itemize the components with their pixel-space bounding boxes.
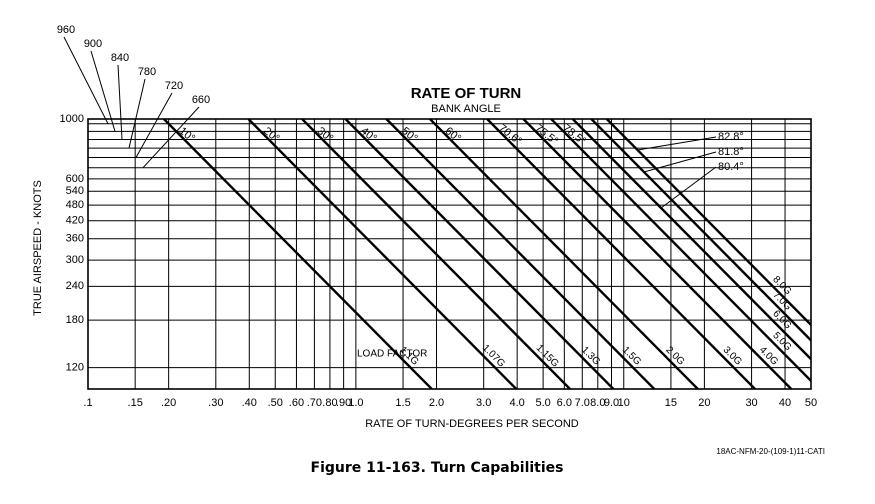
y-tick-label: 240 bbox=[66, 280, 84, 292]
x-tick-label: 3.0 bbox=[476, 397, 491, 409]
x-tick-label: 1.5 bbox=[395, 397, 410, 409]
x-tick-label: .90 bbox=[336, 397, 351, 409]
x-tick-label: 10 bbox=[618, 397, 630, 409]
load-factor-note: LOAD FACTOR bbox=[357, 349, 427, 360]
y-tick-label: 660 bbox=[192, 94, 210, 106]
x-tick-label: 6.0 bbox=[557, 397, 572, 409]
x-tick-label: .15 bbox=[128, 397, 143, 409]
chart-subtitle: BANK ANGLE bbox=[431, 103, 501, 115]
x-tick-label: .60 bbox=[289, 397, 304, 409]
x-tick-label: 30 bbox=[745, 397, 757, 409]
bank-angle-line bbox=[247, 119, 518, 389]
bank-angle-label: 82.8° bbox=[718, 131, 744, 143]
y-axis-label: TRUE AIRSPEED - KNOTS bbox=[32, 180, 44, 316]
y-tick-label: 420 bbox=[66, 215, 84, 227]
bank-angle-line bbox=[550, 119, 811, 383]
x-tick-label: 40 bbox=[779, 397, 791, 409]
leader-line bbox=[117, 64, 123, 140]
x-tick-label: .70 bbox=[307, 397, 322, 409]
bank-angle-label: 20° bbox=[261, 125, 282, 145]
y-tick-label: 840 bbox=[111, 52, 129, 64]
bank-angle-label: 80.4° bbox=[718, 161, 744, 173]
leader-line bbox=[90, 50, 116, 132]
x-tick-label: .50 bbox=[268, 397, 283, 409]
x-tick-label: 5.0 bbox=[535, 397, 550, 409]
bank-angle-line bbox=[429, 119, 699, 389]
bank-angle-label: 50° bbox=[399, 125, 420, 145]
y-tick-label: 180 bbox=[66, 314, 84, 326]
x-tick-label: .40 bbox=[242, 397, 257, 409]
leader-line bbox=[660, 166, 717, 209]
x-tick-label: 50 bbox=[805, 397, 817, 409]
bank-angle-line bbox=[344, 119, 615, 389]
bank-angle-line bbox=[605, 119, 811, 327]
y-tick-label: 480 bbox=[66, 199, 84, 211]
y-tick-label: 540 bbox=[66, 185, 84, 197]
y-tick-label: 600 bbox=[66, 173, 84, 185]
x-tick-label: .30 bbox=[208, 397, 223, 409]
figure-code: 18AC-NFM-20-(109-1)11-CATI bbox=[716, 447, 825, 456]
x-tick-label: 8.0 bbox=[590, 397, 605, 409]
x-tick-label: 4.0 bbox=[510, 397, 525, 409]
turn-lines bbox=[163, 119, 811, 389]
leader-line bbox=[128, 78, 146, 149]
figure-caption: Figure 11-163. Turn Capabilities bbox=[311, 460, 564, 476]
x-tick-label: 1.0 bbox=[348, 397, 363, 409]
bank-angle-line bbox=[486, 119, 756, 389]
y-tick-label: 960 bbox=[57, 24, 75, 36]
y-tick-label: 120 bbox=[66, 362, 84, 374]
bank-angle-line bbox=[301, 119, 571, 389]
leader-line bbox=[142, 106, 200, 169]
x-tick-label: .20 bbox=[161, 397, 176, 409]
x-tick-label: .1 bbox=[83, 397, 92, 409]
y-tick-label: 1000 bbox=[60, 113, 84, 125]
y-tick-label: 720 bbox=[165, 80, 183, 92]
y-tick-label: 900 bbox=[84, 38, 102, 50]
bank-angle-label: 40° bbox=[358, 125, 379, 145]
x-axis-label: RATE OF TURN-DEGREES PER SECOND bbox=[365, 418, 579, 430]
plot-frame bbox=[87, 118, 812, 390]
bank-angle-line bbox=[571, 119, 811, 361]
bank-angle-label: 60° bbox=[443, 125, 464, 145]
y-tick-label: 780 bbox=[138, 66, 156, 78]
bank-angle-label: 81.8° bbox=[718, 146, 744, 158]
chart-title: RATE OF TURN bbox=[411, 85, 522, 102]
x-tick-label: 2.0 bbox=[429, 397, 444, 409]
leader-line bbox=[63, 36, 109, 125]
x-tick-label: 9.0 bbox=[604, 397, 619, 409]
x-tick-label: 20 bbox=[698, 397, 710, 409]
bank-angle-line bbox=[385, 119, 656, 389]
leader-line bbox=[643, 151, 717, 173]
bank-angle-line bbox=[522, 119, 793, 389]
leader-line bbox=[135, 92, 173, 158]
x-tick-label: 15 bbox=[665, 397, 677, 409]
bank-angle-line bbox=[163, 119, 433, 389]
leader-line bbox=[637, 136, 717, 151]
y-tick-label: 300 bbox=[66, 254, 84, 266]
x-tick-label: .80 bbox=[322, 397, 337, 409]
bank-angle-line bbox=[590, 119, 811, 343]
bank-angle-label: 30° bbox=[315, 125, 336, 145]
grid bbox=[87, 118, 812, 389]
x-tick-label: 7.0 bbox=[575, 397, 590, 409]
y-tick-label: 360 bbox=[66, 233, 84, 245]
